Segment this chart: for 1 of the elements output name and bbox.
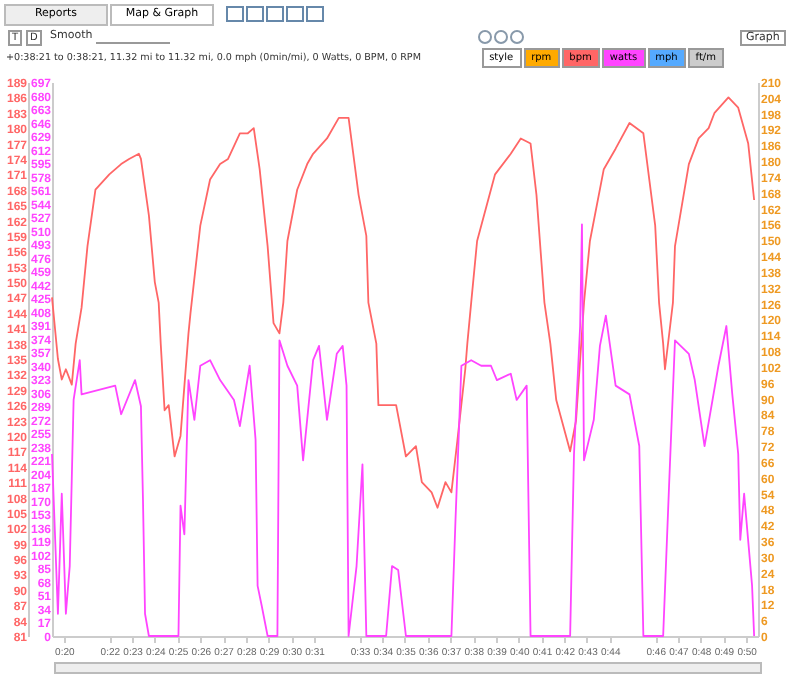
line-series	[51, 96, 756, 509]
